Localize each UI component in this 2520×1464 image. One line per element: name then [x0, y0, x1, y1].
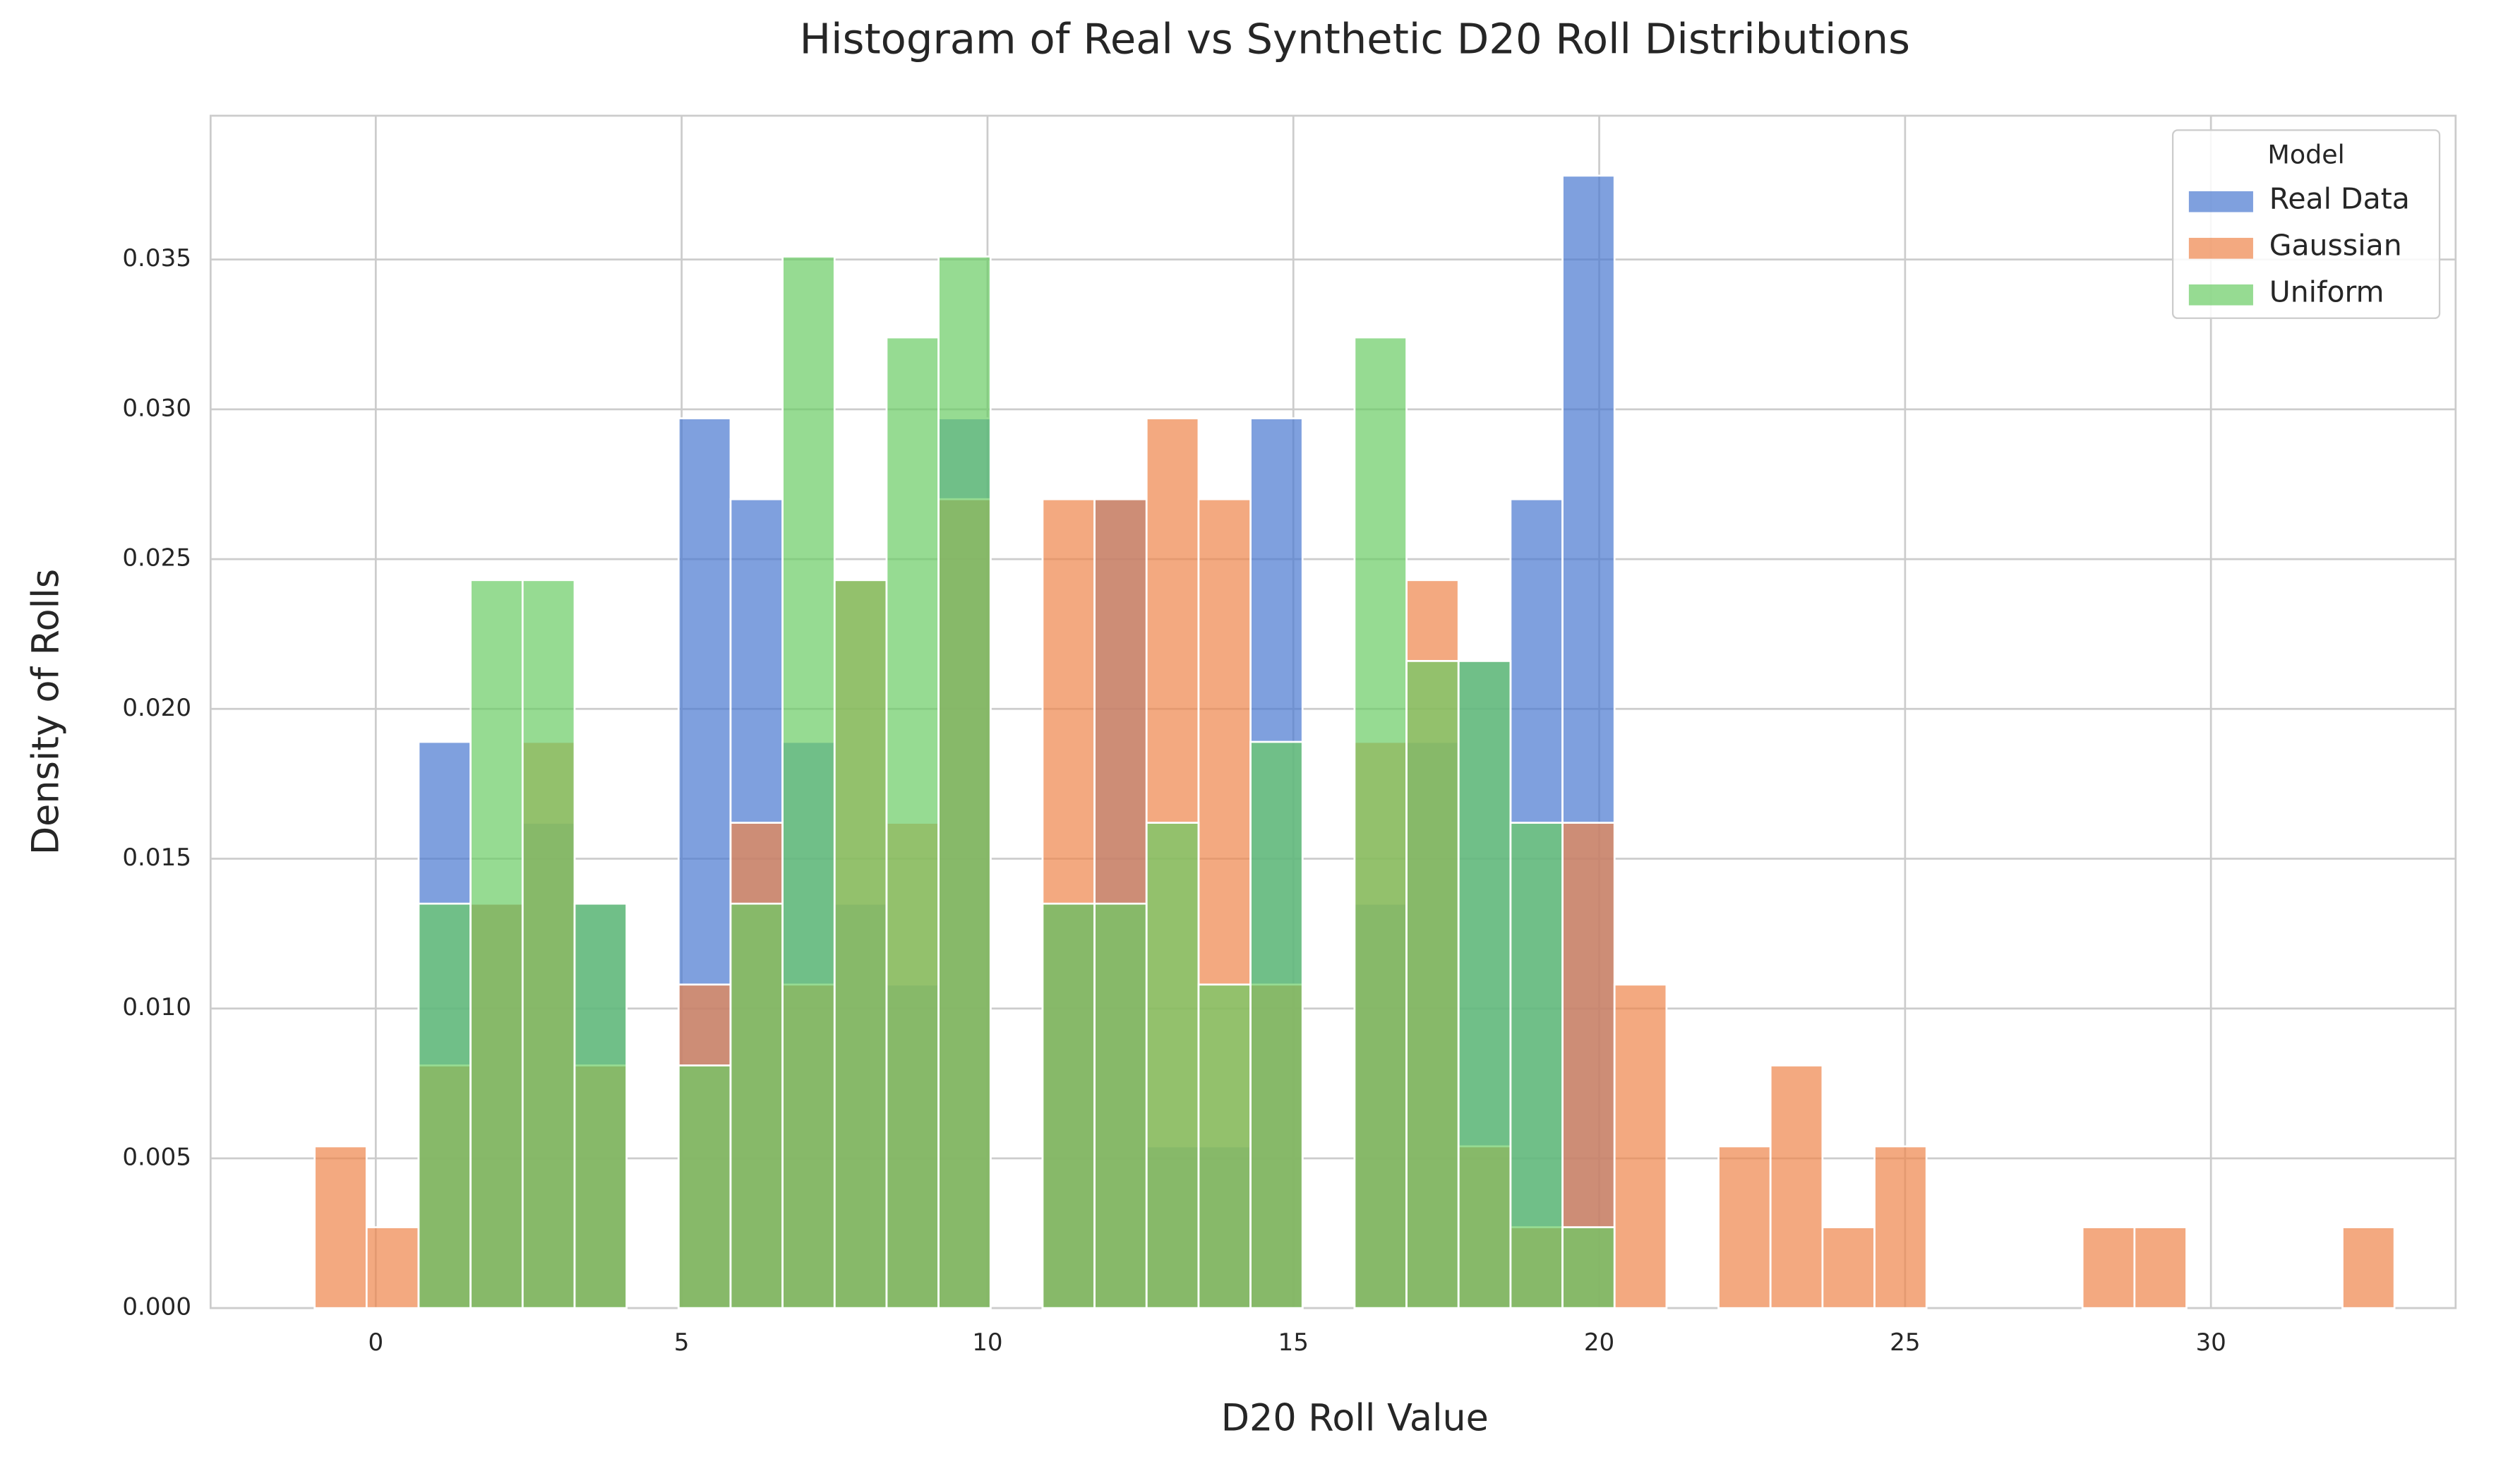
histogram-bar	[573, 902, 628, 1309]
y-tick-label: 0.035	[122, 244, 191, 272]
histogram-bar	[1873, 1145, 1928, 1309]
histogram-bar	[521, 579, 576, 1309]
x-tick-label: 15	[1278, 1328, 1309, 1357]
y-tick-label: 0.020	[122, 694, 191, 722]
x-tick-label: 10	[972, 1328, 1002, 1357]
legend: Model Real Data Gaussian Uniform	[2171, 129, 2441, 319]
y-tick-label: 0.010	[122, 993, 191, 1021]
histogram-bar	[1093, 902, 1148, 1309]
x-tick-label: 5	[674, 1328, 690, 1357]
histogram-bar	[1041, 902, 1096, 1309]
histogram-bar	[1821, 1226, 1876, 1309]
y-tick-label: 0.000	[122, 1293, 191, 1321]
histogram-bar	[2133, 1226, 2188, 1309]
y-tick-label: 0.025	[122, 544, 191, 572]
histogram-bar	[2081, 1226, 2136, 1309]
legend-label: Uniform	[2269, 275, 2384, 309]
histogram-bar	[1717, 1145, 1772, 1309]
histogram-bar	[1561, 1226, 1616, 1309]
histogram-bar	[833, 579, 888, 1309]
y-tick-label: 0.005	[122, 1143, 191, 1171]
histogram-bar	[1405, 660, 1460, 1309]
histogram-bar	[365, 1226, 420, 1309]
histogram-bar	[1457, 660, 1512, 1309]
x-tick-label: 20	[1584, 1328, 1614, 1357]
histogram-bar	[937, 256, 992, 1309]
legend-swatch	[2188, 284, 2253, 306]
x-tick-label: 30	[2195, 1328, 2226, 1357]
x-tick-label: 25	[1890, 1328, 1920, 1357]
legend-swatch	[2188, 191, 2253, 212]
histogram-bar	[885, 336, 940, 1309]
legend-swatch	[2188, 237, 2253, 259]
histogram-bar	[677, 1064, 732, 1309]
histogram-bar	[1769, 1064, 1824, 1309]
histogram-bar	[2341, 1226, 2396, 1309]
x-axis-label: D20 Roll Value	[1221, 1397, 1489, 1440]
chart-title: Histogram of Real vs Synthetic D20 Roll …	[800, 14, 1910, 63]
y-tick-label: 0.030	[122, 394, 191, 422]
histogram-bar	[417, 902, 472, 1309]
histogram-bar	[729, 902, 784, 1309]
legend-title: Model	[2267, 139, 2344, 169]
histogram-bar	[1353, 336, 1408, 1309]
histogram-bar	[781, 256, 836, 1309]
histogram-bar	[1145, 822, 1200, 1309]
x-tick-label: 0	[368, 1328, 383, 1357]
histogram-bar	[1197, 983, 1252, 1309]
histogram-bar	[313, 1145, 368, 1309]
y-axis-label: Density of Rolls	[24, 569, 67, 855]
histogram-bar	[1249, 740, 1304, 1309]
legend-box	[2171, 129, 2441, 319]
plot-frame	[210, 114, 2457, 1309]
legend-label: Real Data	[2269, 182, 2410, 216]
legend-label: Gaussian	[2269, 229, 2402, 263]
histogram-bar	[469, 579, 524, 1309]
y-tick-label: 0.015	[122, 844, 191, 872]
histogram-bar	[1613, 983, 1668, 1309]
histogram-bar	[1509, 822, 1564, 1309]
